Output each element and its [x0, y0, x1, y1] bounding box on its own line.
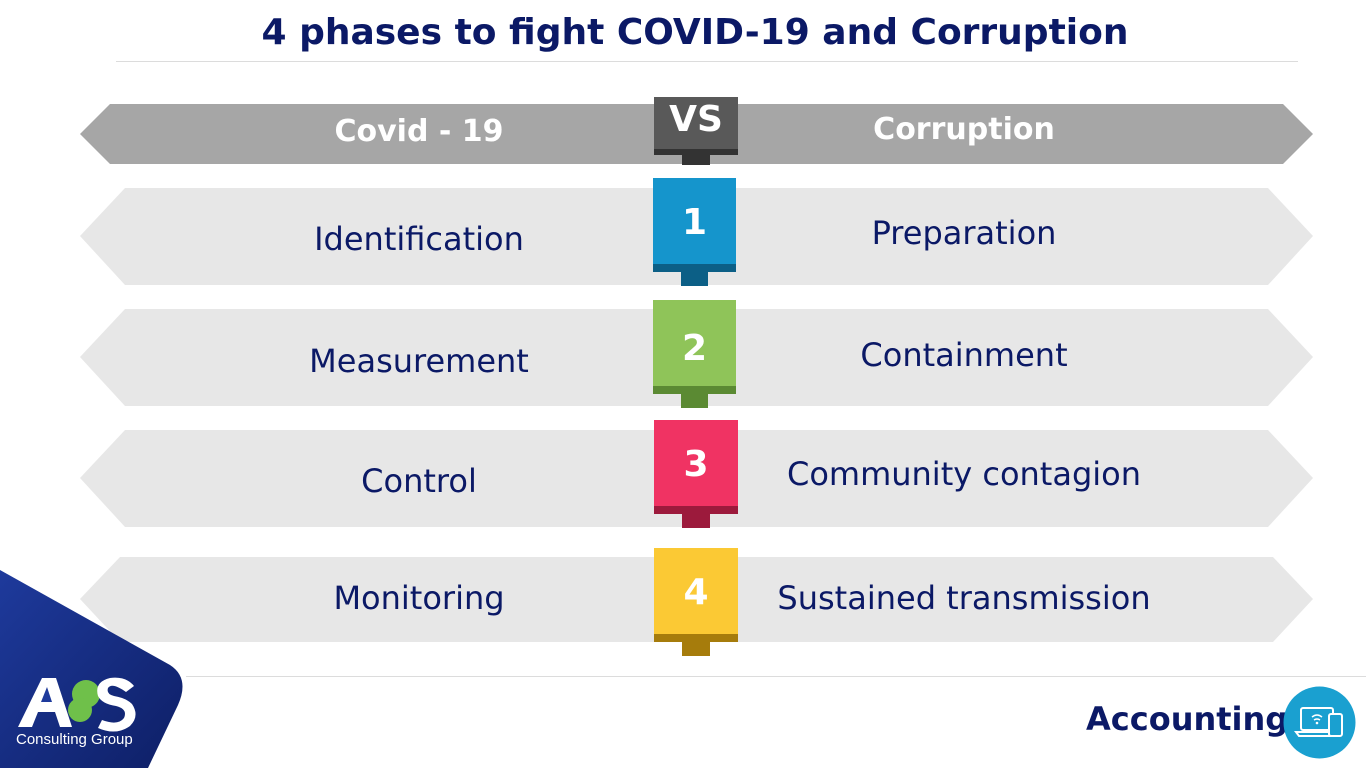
header-right-label: Corruption	[873, 112, 1055, 147]
title-divider	[116, 61, 1298, 62]
phase-1-badge: 1	[653, 178, 736, 286]
phase-2-number: 2	[681, 328, 708, 369]
phase-2-corruption-label: Containment	[860, 336, 1068, 374]
company-logo	[0, 570, 183, 768]
footer-divider	[186, 676, 1366, 677]
header-left-label: Covid - 19	[334, 114, 504, 149]
phase-1-covid-label: Identification	[314, 220, 524, 258]
phase-1-number: 1	[681, 202, 708, 243]
vs-badge: VS	[654, 97, 738, 165]
phase-3-number: 3	[683, 444, 709, 485]
company-tagline: Consulting Group	[16, 731, 133, 748]
phase-2-badge: 2	[653, 300, 736, 408]
phase-4-covid-label: Monitoring	[333, 579, 505, 617]
phase-4-badge: 4	[654, 548, 738, 656]
phase-4-number: 4	[683, 572, 709, 613]
phase-3-covid-label: Control	[361, 462, 477, 500]
page-title: 4 phases to fight COVID-19 and Corruptio…	[261, 12, 1129, 53]
laptop-tablet-icon	[1283, 686, 1356, 759]
phase-3-badge: 3	[654, 420, 738, 528]
phase-2-covid-label: Measurement	[309, 342, 529, 380]
vs-label: VS	[669, 99, 723, 140]
phase-4-corruption-label: Sustained transmission	[777, 579, 1151, 617]
phase-1-corruption-label: Preparation	[871, 214, 1057, 252]
footer-label: Accounting	[1086, 700, 1289, 738]
phase-3-corruption-label: Community contagion	[786, 455, 1142, 493]
